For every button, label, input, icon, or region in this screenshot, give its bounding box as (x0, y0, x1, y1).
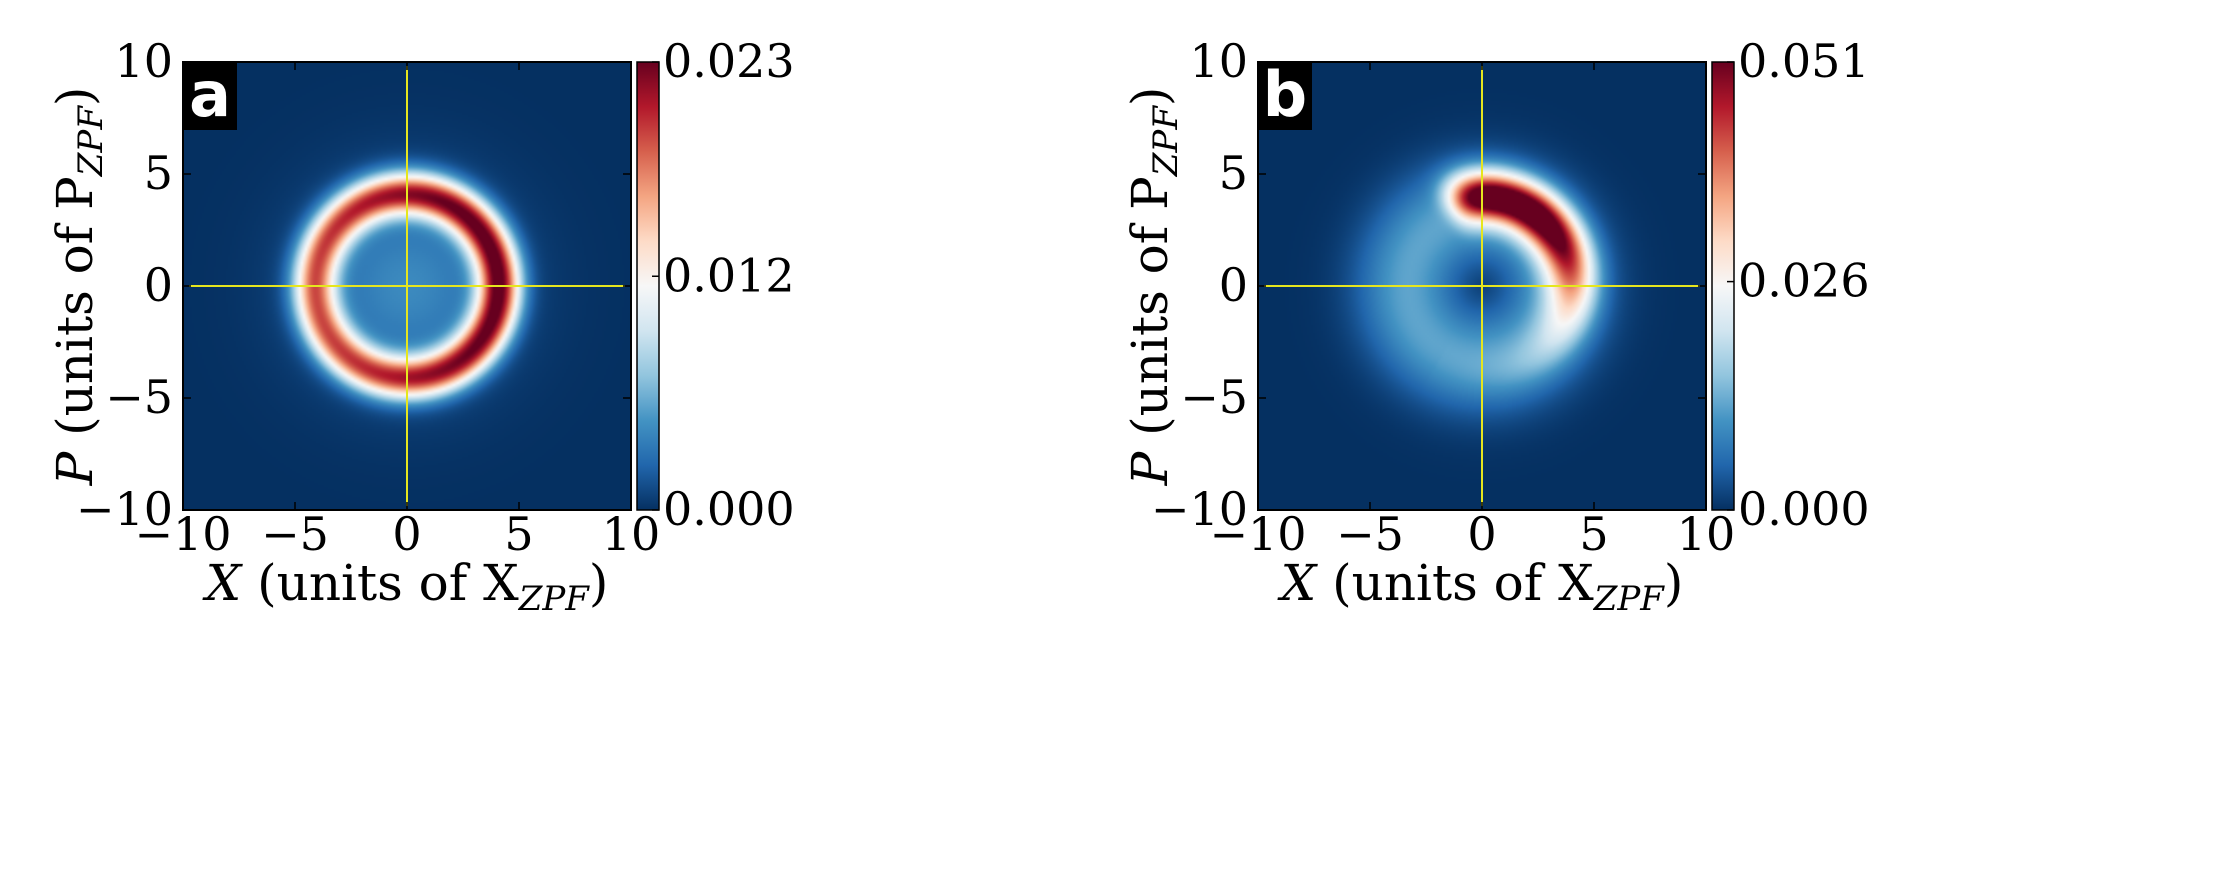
x-axis-label: X (units of XZPF) (202, 554, 609, 619)
colorbar-tick-label: 0.023 (663, 34, 795, 88)
colorbar-tick-label: 0.051 (1738, 34, 1870, 88)
panel-letter: a (189, 58, 231, 131)
y-tick-label: 5 (1219, 146, 1248, 200)
y-tick-label: −10 (76, 482, 173, 536)
y-tick-label: −10 (1151, 482, 1248, 536)
x-tick-label: −10 (1209, 507, 1306, 561)
y-axis-label: P (units of PZPF) (46, 87, 111, 487)
panel-letter: b (1263, 58, 1307, 131)
x-tick-label: 5 (1579, 507, 1608, 561)
colorbar (636, 61, 660, 511)
x-tick-label: 0 (1467, 507, 1496, 561)
y-axis-label: P (units of PZPF) (1121, 87, 1186, 487)
x-tick-label: 0 (392, 507, 421, 561)
y-tick-label: 10 (114, 34, 173, 88)
x-tick-label: 10 (1677, 507, 1736, 561)
panel-letter-box (183, 62, 237, 130)
panel-b: −10 −5 0 5 10 −10 −5 0 5 10 X (units of XZPF) P (un… (1075, 0, 2175, 880)
x-tick-label: 10 (602, 507, 661, 561)
colorbar-tick-label: 0.012 (663, 248, 795, 302)
y-tick-label: −5 (1180, 370, 1248, 424)
x-tick-label: −5 (261, 507, 329, 561)
x-tick-label: −10 (134, 507, 231, 561)
y-tick-label: 10 (1189, 34, 1248, 88)
x-axis-label: X (units of XZPF) (1277, 554, 1684, 619)
colorbar-tick-label: 0.000 (663, 482, 795, 536)
x-tick-label: −5 (1336, 507, 1404, 561)
panel-letter-box (1258, 62, 1312, 130)
y-tick-label: 0 (144, 258, 173, 312)
colorbar-tick-label: 0.000 (1738, 482, 1870, 536)
colorbar (1711, 61, 1735, 511)
y-tick-label: 5 (144, 146, 173, 200)
y-tick-label: −5 (105, 370, 173, 424)
y-tick-label: 0 (1219, 258, 1248, 312)
panel-a: −10 −5 0 5 10 −10 −5 0 5 10 X (units of XZPF) P (un… (0, 0, 1100, 880)
colorbar-tick-label: 0.026 (1738, 254, 1870, 308)
x-tick-label: 5 (504, 507, 533, 561)
